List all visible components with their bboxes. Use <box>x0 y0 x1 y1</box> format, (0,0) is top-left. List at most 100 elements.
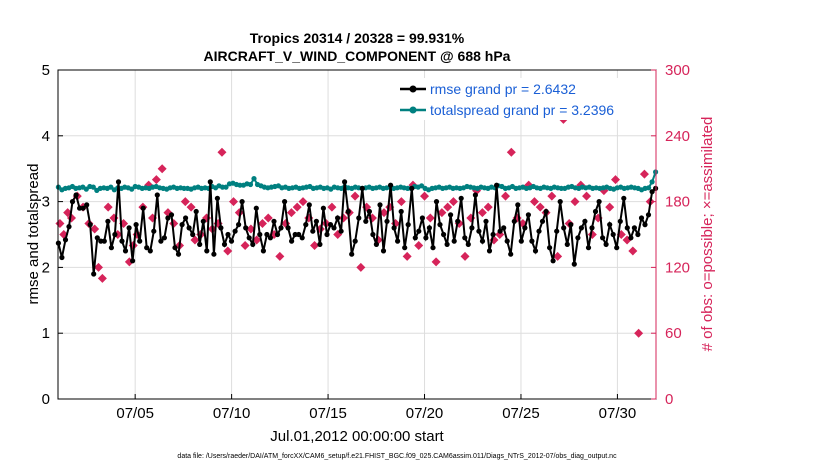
y-left-tick-label: 5 <box>42 62 50 79</box>
rmse-point <box>232 228 238 234</box>
rmse-point <box>380 248 387 254</box>
obs-marker <box>582 191 592 201</box>
rmse-point <box>112 231 118 238</box>
rmse-point <box>190 231 196 238</box>
x-tick-label: 07/30 <box>599 405 637 422</box>
rmse-point <box>115 179 122 185</box>
rmse-point <box>561 225 567 231</box>
obs-marker <box>570 197 580 207</box>
rmse-point <box>398 208 404 215</box>
rmse-point <box>356 215 362 221</box>
rmse-point <box>352 238 358 244</box>
rmse-point <box>423 235 429 241</box>
rmse-point <box>508 251 514 257</box>
x-tick-label: 07/20 <box>406 405 444 422</box>
rmse-point <box>62 237 69 243</box>
rmse-point <box>228 238 235 244</box>
rmse-point <box>80 205 86 211</box>
rmse-point <box>384 218 390 224</box>
obs-marker <box>483 202 493 212</box>
rmse-point <box>289 238 295 244</box>
rmse-point <box>465 241 471 247</box>
rmse-point <box>518 238 524 244</box>
obs-marker <box>298 197 308 207</box>
rmse-point <box>221 241 228 247</box>
rmse-point <box>211 251 217 257</box>
obs-marker <box>90 224 100 234</box>
obs-marker <box>425 213 435 223</box>
rmse-point <box>303 222 309 228</box>
rmse-point <box>589 225 595 231</box>
rmse-point <box>444 241 450 247</box>
rmse-point <box>161 235 167 241</box>
y-axis-left-label: rmse and totalspread <box>25 164 42 305</box>
rmse-point <box>472 192 478 198</box>
obs-marker <box>547 191 557 201</box>
rmse-point <box>437 222 443 228</box>
rmse-point <box>137 238 143 244</box>
obs-marker <box>529 197 539 207</box>
rmse-point <box>246 235 252 241</box>
rmse-point <box>239 199 245 205</box>
rmse-point <box>603 241 609 247</box>
rmse-point <box>366 208 372 215</box>
obs-marker <box>420 191 430 201</box>
rmse-point <box>331 225 337 231</box>
chart-title-line2: AIRCRAFT_V_WIND_COMPONENT @ 688 hPa <box>204 48 511 64</box>
rmse-point <box>84 202 90 208</box>
rmse-point <box>451 238 457 244</box>
obs-marker <box>157 164 167 174</box>
rmse-point <box>342 179 348 185</box>
rmse-point <box>395 238 401 244</box>
rmse-point <box>490 231 496 238</box>
rmse-point <box>479 238 486 244</box>
obs-marker <box>628 246 638 256</box>
rmse-point <box>568 222 574 228</box>
rmse-point <box>522 225 528 231</box>
rmse-point <box>649 189 655 195</box>
rmse-point <box>306 202 312 208</box>
rmse-point <box>165 215 171 221</box>
obs-marker <box>97 273 107 283</box>
rmse-point <box>299 235 305 241</box>
rmse-point <box>310 228 316 234</box>
rmse-point <box>469 225 475 231</box>
rmse-point <box>207 179 213 185</box>
obs-marker <box>217 147 227 157</box>
rmse-point <box>66 224 72 230</box>
legend-spread-marker <box>409 106 417 114</box>
obs-marker <box>94 262 104 272</box>
rmse-point <box>168 212 175 218</box>
x-axis-label: Jul.01,2012 00:00:00 start <box>270 428 444 445</box>
rmse-point <box>412 235 418 241</box>
obs-marker <box>257 219 267 229</box>
rmse-point <box>494 182 500 188</box>
rmse-point <box>617 218 623 224</box>
rmse-point <box>433 199 440 205</box>
y-right-tick-label: 0 <box>665 391 673 408</box>
rmse-point <box>529 238 535 244</box>
y-left-tick-label: 4 <box>42 128 50 145</box>
rmse-point <box>539 218 546 224</box>
rmse-point <box>377 202 383 208</box>
rmse-point <box>515 202 521 208</box>
legend-rmse-marker <box>409 85 417 93</box>
obs-marker <box>443 202 453 212</box>
rmse-point <box>119 238 125 244</box>
rmse-point <box>564 241 570 247</box>
rmse-point <box>391 225 397 231</box>
obs-marker <box>356 262 366 272</box>
obs-marker <box>223 246 233 256</box>
rmse-point <box>462 235 468 241</box>
rmse-point <box>388 182 394 188</box>
rmse-point <box>511 218 517 224</box>
rmse-point <box>501 225 507 231</box>
obs-marker <box>610 175 620 185</box>
rmse-point <box>370 231 376 238</box>
rmse-point <box>214 195 220 201</box>
rmse-point <box>642 222 648 228</box>
rmse-point <box>147 248 153 254</box>
rmse-point <box>638 215 645 221</box>
rmse-point <box>172 245 178 251</box>
